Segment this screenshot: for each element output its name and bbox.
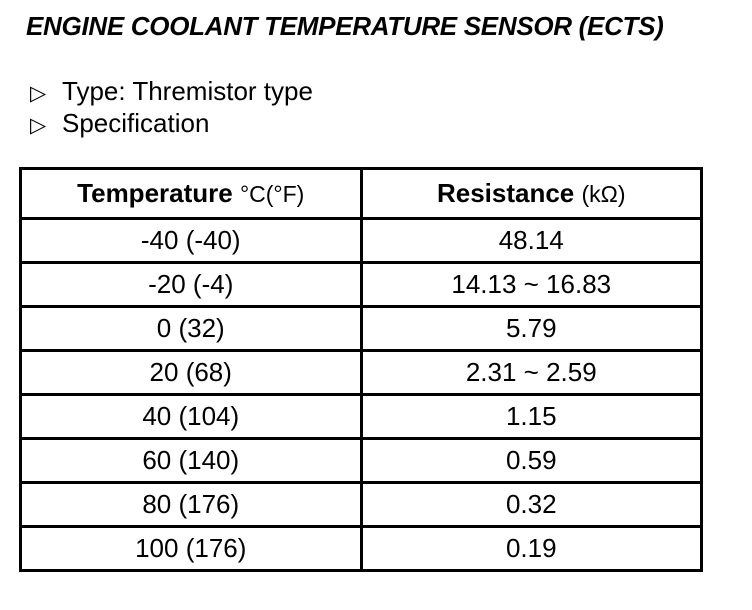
temperature-header-unit: °C(°F) xyxy=(239,181,305,207)
table-row: 60 (140) 0.59 xyxy=(19,437,703,484)
specification-table: Temperature °C(°F) Resistance (kΩ) -40 (… xyxy=(19,167,703,572)
bullet-item-specification: ▷ Specification xyxy=(30,108,313,140)
resistance-cell: 14.13 ~ 16.83 xyxy=(359,261,703,308)
bullet-item-type: ▷ Type: Thremistor type xyxy=(30,76,313,108)
temperature-cell: 100 (176) xyxy=(19,525,363,572)
resistance-column-header: Resistance (kΩ) xyxy=(359,167,703,220)
temperature-cell: -40 (-40) xyxy=(19,217,363,264)
resistance-cell: 0.59 xyxy=(359,437,703,484)
temperature-cell: -20 (-4) xyxy=(19,261,363,308)
temperature-column-header: Temperature °C(°F) xyxy=(19,167,363,220)
table-row: 40 (104) 1.15 xyxy=(19,393,703,440)
triangle-bullet-icon: ▷ xyxy=(30,113,47,137)
resistance-cell: 2.31 ~ 2.59 xyxy=(359,349,703,396)
temperature-cell: 80 (176) xyxy=(19,481,363,528)
table-header-row: Temperature °C(°F) Resistance (kΩ) xyxy=(19,167,703,220)
resistance-cell: 48.14 xyxy=(359,217,703,264)
resistance-cell: 5.79 xyxy=(359,305,703,352)
table-row: 80 (176) 0.32 xyxy=(19,481,703,528)
bullet-text-type: Type: Thremistor type xyxy=(62,76,313,106)
temperature-cell: 60 (140) xyxy=(19,437,363,484)
temperature-cell: 20 (68) xyxy=(19,349,363,396)
resistance-header-label: Resistance xyxy=(436,178,575,208)
table-row: -20 (-4) 14.13 ~ 16.83 xyxy=(19,261,703,308)
table-row: -40 (-40) 48.14 xyxy=(19,217,703,264)
triangle-bullet-icon: ▷ xyxy=(30,81,47,105)
table-row: 100 (176) 0.19 xyxy=(19,525,703,572)
temperature-cell: 0 (32) xyxy=(19,305,363,352)
bullet-list: ▷ Type: Thremistor type ▷ Specification xyxy=(30,76,313,140)
resistance-cell: 0.32 xyxy=(359,481,703,528)
table-row: 20 (68) 2.31 ~ 2.59 xyxy=(19,349,703,396)
temperature-header-label: Temperature xyxy=(77,178,233,208)
resistance-cell: 1.15 xyxy=(359,393,703,440)
resistance-cell: 0.19 xyxy=(359,525,703,572)
bullet-text-specification: Specification xyxy=(62,108,210,138)
table-row: 0 (32) 5.79 xyxy=(19,305,703,352)
page-title: ENGINE COOLANT TEMPERATURE SENSOR (ECTS) xyxy=(26,11,664,41)
resistance-header-unit: (kΩ) xyxy=(581,181,626,207)
temperature-cell: 40 (104) xyxy=(19,393,363,440)
